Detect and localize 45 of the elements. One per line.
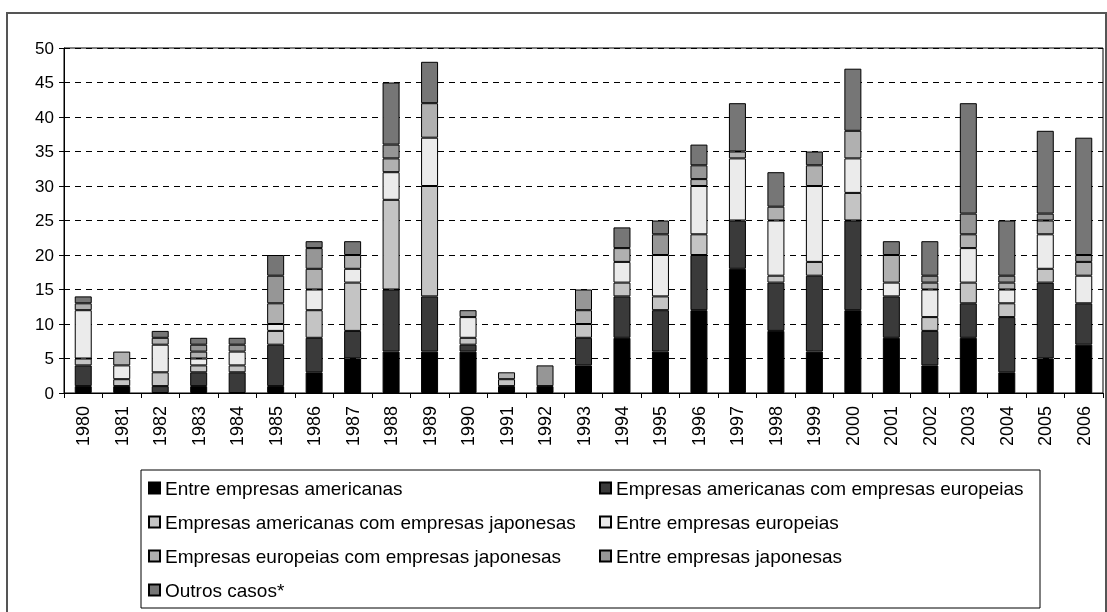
legend-label: Empresas americanas com empresas japonesas [165,511,576,533]
legend-label: Empresas americanas com empresas europeias [616,477,1024,499]
x-tick-label: 1989 [419,406,440,447]
x-tick-label: 2000 [842,406,863,447]
y-tick-label: 20 [35,245,54,265]
y-tick-label: 35 [35,142,54,161]
x-tick-label: 1988 [381,406,402,447]
x-tick-label: 1995 [650,406,671,447]
y-tick-label: 40 [35,107,54,127]
x-tick-label: 1994 [611,406,632,447]
x-tick-label: 2001 [881,406,902,447]
x-tick-label: 1983 [188,406,209,447]
x-tick-label: 2006 [1073,406,1094,447]
y-tick-label: 30 [35,176,54,196]
legend-label: Entre empresas europeias [616,511,839,533]
y-tick-label: 10 [35,314,54,334]
x-tick-label: 1987 [342,406,363,447]
legend-label: Empresas europeias com empresas japonesas [165,545,562,567]
legend-label: Outros casos* [165,579,285,601]
legend-label: Entre empresas japonesas [616,545,843,567]
x-tick-label: 1999 [804,406,825,447]
x-tick-label: 1981 [111,406,132,447]
x-tick-label: 1996 [688,406,709,447]
x-tick-label: 1992 [535,406,556,447]
x-tick-label: 1998 [765,406,786,447]
x-tick-label: 1985 [265,406,286,447]
x-tick-label: 1993 [573,406,594,447]
x-tick-label: 1986 [304,406,325,447]
y-tick-label: 25 [35,211,54,230]
x-tick-label: 1991 [496,406,517,447]
y-tick-label: 45 [35,73,54,92]
y-tick-label: 50 [35,38,54,58]
x-tick-label: 1990 [458,406,479,447]
legend-label: Entre empresas americanas [165,477,403,499]
x-tick-label: 2002 [919,406,940,447]
x-tick-label: 2005 [1035,406,1056,447]
y-tick-label: 5 [44,349,54,368]
x-tick-label: 1997 [727,406,748,447]
x-tick-label: 2004 [996,406,1017,447]
y-tick-label: 15 [35,280,54,299]
x-tick-label: 1982 [150,406,171,447]
x-tick-label: 1984 [227,406,248,447]
y-tick-label: 0 [44,383,54,403]
x-tick-label: 2003 [958,406,979,447]
x-tick-label: 1980 [73,406,94,447]
